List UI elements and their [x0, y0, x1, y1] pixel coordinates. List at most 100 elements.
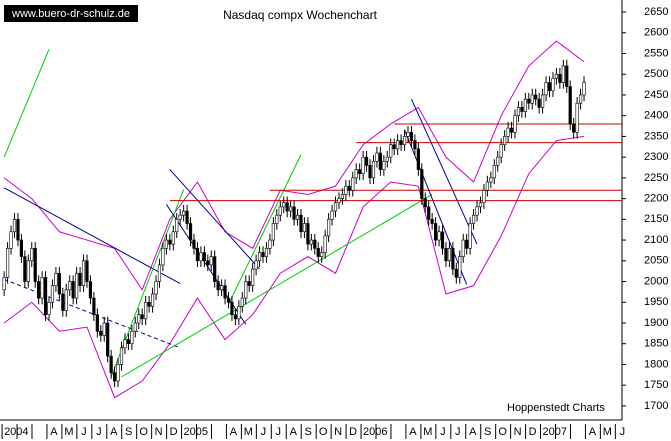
bollinger-band: [3, 135, 585, 399]
y-tick-label: 2500: [644, 68, 668, 80]
candle-body: [295, 214, 300, 220]
candle-body: [175, 219, 179, 233]
candle-body: [537, 98, 541, 108]
x-tick-label: A: [409, 426, 417, 438]
candle-body: [461, 239, 465, 257]
candle-body: [509, 127, 514, 133]
x-tick-label: 2006: [363, 426, 387, 438]
candle-body: [396, 140, 400, 150]
candle-body: [551, 78, 555, 92]
candle-body: [116, 364, 120, 382]
candle-body: [112, 372, 117, 382]
candle-body: [475, 206, 479, 216]
candle-body: [133, 322, 137, 332]
candle-body: [368, 165, 372, 179]
x-tick-label: O: [139, 426, 148, 438]
candle-body: [188, 223, 193, 241]
candle-body: [568, 86, 572, 125]
candle-body: [285, 202, 289, 212]
candle-body: [226, 297, 231, 303]
candle-body: [95, 314, 99, 332]
candle-body: [575, 102, 579, 133]
candle-body: [378, 152, 382, 170]
candle-body: [123, 339, 127, 349]
candle-body: [247, 281, 251, 286]
candle-body: [33, 248, 37, 282]
candle-body: [530, 94, 534, 104]
candle-body: [292, 206, 296, 220]
candle-body: [327, 219, 331, 237]
candle-body: [520, 107, 524, 112]
y-tick-label: 2600: [644, 27, 668, 39]
candle-body: [2, 277, 6, 291]
candle-body: [26, 260, 30, 282]
candle-body: [434, 223, 438, 241]
candle-body: [471, 214, 476, 224]
candle-body: [320, 252, 324, 257]
candle-body: [527, 98, 531, 104]
x-tick-label: 2004: [4, 426, 28, 438]
candle-body: [382, 160, 386, 170]
trend-line: [3, 49, 50, 158]
candle-body: [144, 301, 148, 320]
candle-body: [582, 82, 586, 96]
y-tick-label: 2050: [644, 255, 668, 267]
candle-body: [182, 210, 186, 216]
candle-body: [302, 223, 307, 233]
candle-body: [423, 198, 427, 208]
candle-body: [316, 248, 320, 257]
candle-body: [492, 165, 496, 179]
candle-body: [409, 131, 414, 141]
candle-body: [237, 306, 241, 320]
y-tick-label: 2000: [644, 275, 668, 287]
candle-body: [168, 239, 172, 245]
candle-body: [213, 256, 217, 282]
candle-body: [578, 94, 583, 104]
candle-body: [561, 65, 565, 83]
candle-body: [489, 177, 493, 183]
candle-body: [447, 248, 452, 262]
candle-body: [399, 140, 403, 145]
candle-body: [440, 231, 445, 249]
candle-body: [406, 131, 410, 137]
candle-body: [71, 281, 75, 299]
candle-body: [554, 73, 559, 79]
candle-body: [9, 231, 13, 249]
x-tick-label: N: [155, 426, 163, 438]
candle-body: [278, 206, 282, 216]
candle-body: [92, 297, 96, 315]
candle-body: [23, 256, 27, 282]
candle-body: [437, 231, 441, 241]
candle-body: [465, 239, 469, 249]
candle-body: [178, 214, 182, 220]
trend-line: [3, 187, 181, 285]
candle-body: [282, 202, 286, 208]
candle-body: [468, 223, 472, 249]
y-tick-label: 2200: [644, 193, 668, 205]
candle-body: [506, 127, 510, 137]
candle-body: [119, 347, 124, 365]
candle-body: [385, 156, 389, 162]
candle-body: [40, 277, 44, 299]
candle-body: [12, 219, 17, 233]
candle-body: [347, 185, 351, 191]
x-tick-label: J: [96, 426, 102, 438]
trend-line: [228, 154, 302, 305]
x-tick-label: S: [125, 426, 132, 438]
trend-line: [410, 98, 478, 245]
candle-body: [309, 239, 313, 245]
candle-body: [216, 281, 220, 291]
candle-body: [451, 248, 455, 270]
x-tick-label: N: [334, 426, 342, 438]
candle-body: [50, 285, 55, 303]
candle-body: [485, 181, 489, 191]
candle-body: [192, 239, 196, 249]
x-tick-label: D: [529, 426, 537, 438]
candle-body: [402, 136, 407, 145]
candle-body: [392, 144, 396, 150]
candle-body: [109, 355, 113, 374]
y-tick-label: 1750: [644, 379, 668, 391]
candle-body: [516, 107, 521, 116]
